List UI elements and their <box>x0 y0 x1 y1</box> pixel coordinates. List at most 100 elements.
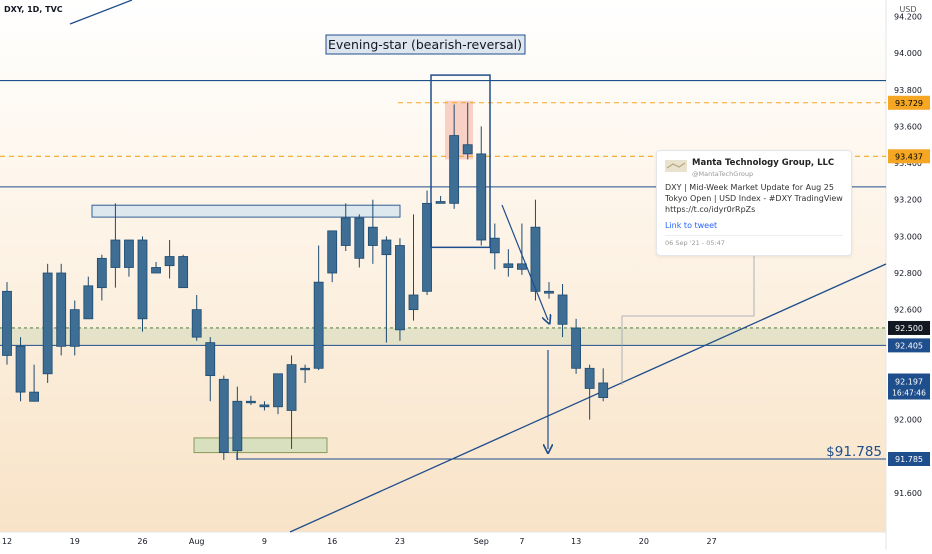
candle[interactable] <box>422 202 432 292</box>
tweet-connector <box>621 254 755 385</box>
x-tick-label: 16 <box>327 537 337 546</box>
badge-92405-bg <box>888 338 930 353</box>
candle[interactable] <box>124 239 134 268</box>
candle[interactable] <box>476 153 487 241</box>
tweet-card[interactable]: Manta Technology Group, LLC @MantaTechGr… <box>656 150 852 256</box>
candle[interactable] <box>340 217 351 246</box>
candle[interactable] <box>151 267 161 274</box>
candle[interactable] <box>557 294 568 325</box>
candle[interactable] <box>313 281 324 369</box>
support-zone <box>0 327 886 346</box>
x-tick-label: 12 <box>2 537 12 546</box>
badge-93729-bg <box>888 95 930 110</box>
x-tick-label: 20 <box>639 537 649 546</box>
y-tick-label: 92.800 <box>894 269 922 278</box>
candle[interactable] <box>408 294 419 311</box>
candle[interactable] <box>164 256 175 267</box>
tweet-divider <box>665 235 843 236</box>
rising-trendline[interactable] <box>289 263 887 533</box>
candle[interactable] <box>273 373 283 408</box>
pattern-title-box[interactable] <box>325 34 526 55</box>
y-tick-label: 93.600 <box>894 122 922 131</box>
badge-93437: 93.437 <box>895 152 923 161</box>
company-logo-icon <box>665 160 687 172</box>
down-arrow-diagonal[interactable] <box>501 204 548 320</box>
y-tick-label: 93.200 <box>894 196 922 205</box>
badge-92500: 92.500 <box>895 324 923 333</box>
candle[interactable] <box>245 400 256 404</box>
badge-92500-bg <box>888 320 930 335</box>
x-tick-label: Sep <box>474 537 489 546</box>
candle-countdown: 16:47:46 <box>892 388 926 397</box>
last-price-bg <box>888 373 930 400</box>
x-tick-label: 19 <box>70 537 80 546</box>
candle[interactable] <box>232 400 243 452</box>
candle[interactable] <box>69 309 80 347</box>
candle[interactable] <box>517 263 527 270</box>
tweet-text: DXY | Mid-Week Market Update for Aug 25 … <box>665 183 843 214</box>
top-trendline[interactable] <box>69 0 133 25</box>
y-tick-label: 93.400 <box>894 159 922 168</box>
candle[interactable] <box>544 290 554 294</box>
candle[interactable] <box>327 230 338 274</box>
plot-background <box>0 0 886 532</box>
candle[interactable] <box>381 239 392 256</box>
tweet-author: Manta Technology Group, LLC <box>692 158 835 168</box>
candle[interactable] <box>503 263 514 268</box>
x-tick-label: 9 <box>262 537 267 546</box>
low-box[interactable] <box>193 437 328 454</box>
badge-92405: 92.405 <box>895 341 923 350</box>
candle[interactable] <box>2 290 12 356</box>
candle[interactable] <box>191 309 202 338</box>
y-tick-label: 91.600 <box>894 489 922 498</box>
candle[interactable] <box>395 245 405 331</box>
badge-93437-bg <box>888 149 930 164</box>
candle[interactable] <box>489 237 500 254</box>
candle[interactable] <box>15 345 26 393</box>
candle[interactable] <box>530 226 541 292</box>
symbol-info: DXY, 1D, TVC <box>4 5 63 14</box>
candle[interactable] <box>29 391 40 402</box>
candle[interactable] <box>462 144 473 155</box>
resistance-box[interactable] <box>91 204 401 218</box>
support-price-label: $91.785 <box>826 444 882 460</box>
candle[interactable] <box>449 135 460 204</box>
candle[interactable] <box>83 285 94 320</box>
candle[interactable] <box>259 404 270 408</box>
x-tick-label: 23 <box>395 537 405 546</box>
pattern-title: Evening-star (bearish-reversal) <box>328 37 522 52</box>
candle[interactable] <box>42 272 53 375</box>
candle[interactable] <box>300 367 311 371</box>
x-tick-label: 13 <box>571 537 581 546</box>
y-tick-label: 93.800 <box>894 86 922 95</box>
x-tick-label: Aug <box>189 537 205 546</box>
tweet-link[interactable]: Link to tweet <box>665 221 718 230</box>
candle[interactable] <box>354 217 365 259</box>
candle[interactable] <box>56 272 67 347</box>
y-tick-label: 92.600 <box>894 306 922 315</box>
candle[interactable] <box>584 367 595 389</box>
candle[interactable] <box>205 342 216 377</box>
candle[interactable] <box>435 201 446 204</box>
evening-star-frame[interactable] <box>430 74 491 249</box>
candle[interactable] <box>137 239 148 320</box>
badge-91785: 91.785 <box>895 455 923 464</box>
candle[interactable] <box>96 257 107 289</box>
currency-label: USD <box>899 5 916 14</box>
candle[interactable] <box>598 382 609 399</box>
y-tick-label: 94.000 <box>894 49 922 58</box>
candle[interactable] <box>571 327 581 369</box>
badge-91785-bg <box>888 451 930 466</box>
x-tick-label: 26 <box>137 537 147 546</box>
candle[interactable] <box>286 364 297 411</box>
candle[interactable] <box>218 378 229 453</box>
y-tick-label: 93.000 <box>894 232 922 241</box>
x-tick-label: 7 <box>519 537 524 546</box>
y-tick-label: 92.000 <box>894 416 922 425</box>
candle[interactable] <box>110 239 121 268</box>
badge-93729: 93.729 <box>895 99 923 108</box>
candle[interactable] <box>178 256 189 289</box>
candle[interactable] <box>367 226 378 246</box>
